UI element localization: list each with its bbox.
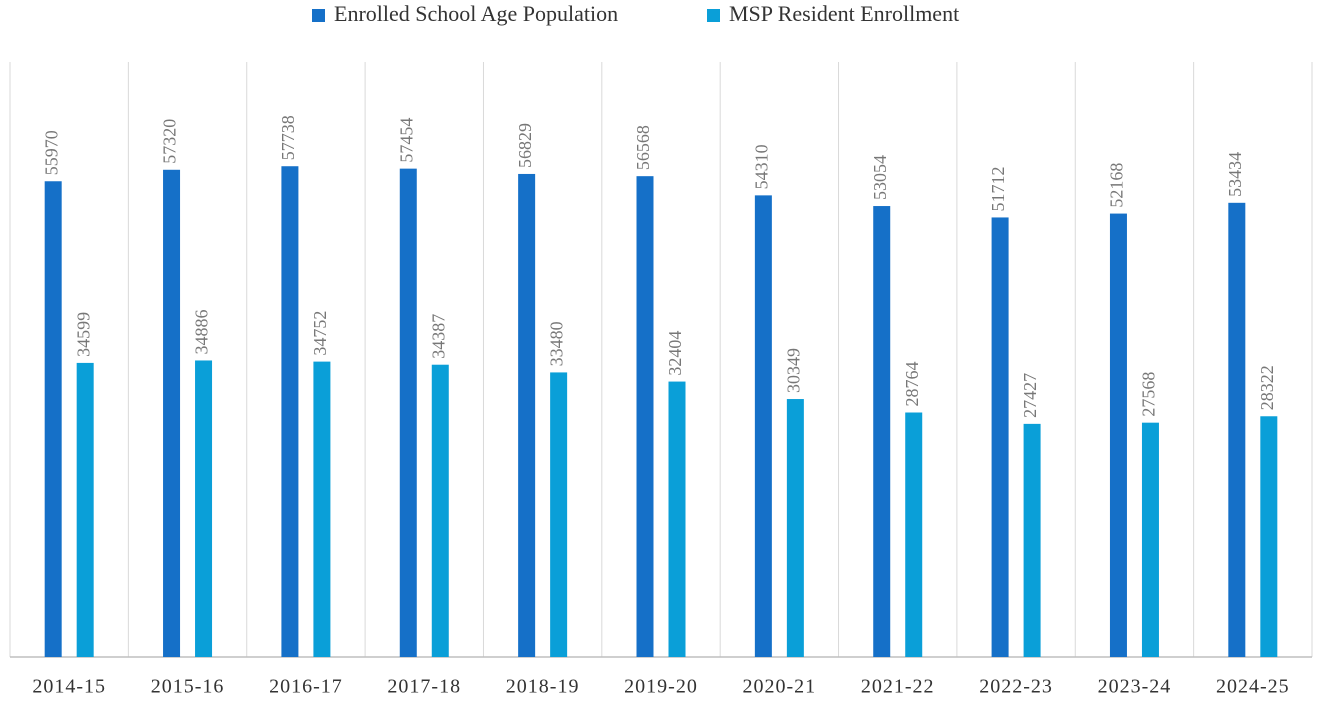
x-tick-label: 2018-19 xyxy=(506,676,580,698)
data-label: 34752 xyxy=(310,311,330,356)
data-label: 52168 xyxy=(1107,163,1127,208)
data-label: 27427 xyxy=(1020,373,1040,418)
data-label: 56829 xyxy=(515,123,535,168)
x-tick-label: 2016-17 xyxy=(269,676,343,698)
bar xyxy=(905,412,923,657)
bar xyxy=(195,360,213,657)
bar xyxy=(991,217,1009,657)
bar xyxy=(1023,423,1041,657)
data-label: 34886 xyxy=(192,309,212,354)
data-label: 57738 xyxy=(278,115,298,160)
bar xyxy=(44,181,62,657)
data-label: 28764 xyxy=(902,362,922,407)
data-label: 57454 xyxy=(396,118,416,163)
bar xyxy=(636,176,654,657)
legend-swatch xyxy=(312,9,325,22)
data-label: 54310 xyxy=(751,144,771,189)
data-label: 53054 xyxy=(870,155,890,200)
bar xyxy=(281,166,299,658)
x-tick-label: 2014-15 xyxy=(32,676,106,698)
x-tick-label: 2022-23 xyxy=(979,676,1053,698)
data-label: 56568 xyxy=(633,125,653,170)
bar xyxy=(786,399,804,657)
bar xyxy=(668,381,686,657)
bar xyxy=(163,169,181,657)
bar xyxy=(431,364,449,657)
data-label: 34387 xyxy=(428,314,448,359)
data-label: 55970 xyxy=(41,130,61,175)
bar xyxy=(873,206,891,657)
x-tick-label: 2015-16 xyxy=(151,676,225,698)
bar xyxy=(1109,213,1127,657)
data-label: 53434 xyxy=(1225,152,1245,197)
grid xyxy=(9,62,1313,657)
bar xyxy=(1141,422,1159,657)
x-tick-label: 2023-24 xyxy=(1098,676,1172,698)
bar xyxy=(1228,202,1246,657)
data-label: 57320 xyxy=(160,119,180,164)
legend-label: Enrolled School Age Population xyxy=(334,1,618,26)
data-label: 51712 xyxy=(988,166,1008,211)
x-tick-label: 2024-25 xyxy=(1216,676,1290,698)
data-label: 32404 xyxy=(665,331,685,376)
data-label: 27568 xyxy=(1139,372,1159,417)
data-label: 33480 xyxy=(547,321,567,366)
bar xyxy=(1260,416,1278,657)
legend-swatch xyxy=(707,9,720,22)
data-label: 30349 xyxy=(783,348,803,393)
bar xyxy=(518,173,536,658)
data-label: 28322 xyxy=(1257,365,1277,410)
x-tick-label: 2020-21 xyxy=(743,676,817,698)
bar xyxy=(76,362,94,657)
bar xyxy=(550,372,568,657)
x-tick-label: 2017-18 xyxy=(387,676,461,698)
bar xyxy=(754,195,772,658)
x-tick-label: 2021-22 xyxy=(861,676,935,698)
legend-label: MSP Resident Enrollment xyxy=(729,1,959,26)
bar xyxy=(399,168,417,658)
data-label: 34599 xyxy=(73,312,93,357)
x-tick-label: 2019-20 xyxy=(624,676,698,698)
bar xyxy=(313,361,331,657)
